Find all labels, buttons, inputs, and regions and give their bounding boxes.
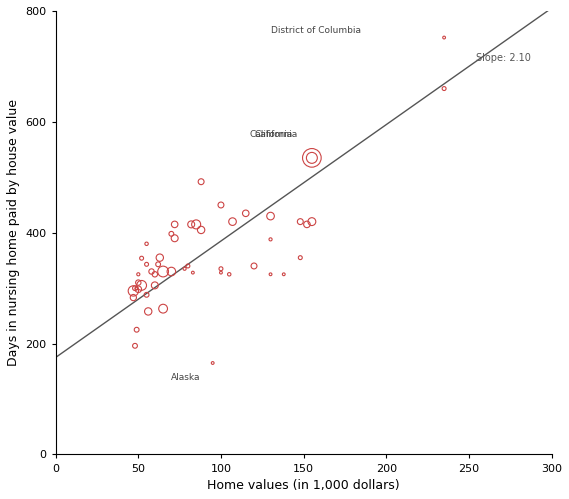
Point bbox=[155, 253, 164, 261]
Point bbox=[167, 230, 176, 238]
Point bbox=[216, 268, 225, 276]
Point bbox=[170, 221, 179, 229]
Point bbox=[137, 254, 146, 262]
Text: Slope: 2.10: Slope: 2.10 bbox=[476, 53, 530, 63]
Point bbox=[134, 278, 143, 286]
Point bbox=[143, 307, 152, 315]
Point bbox=[279, 270, 288, 278]
Point bbox=[150, 270, 159, 278]
Point bbox=[134, 270, 143, 278]
Point bbox=[307, 154, 316, 162]
Point bbox=[142, 260, 151, 268]
Point bbox=[196, 178, 205, 186]
Point bbox=[266, 212, 275, 220]
Point bbox=[307, 218, 316, 226]
Point bbox=[130, 284, 139, 292]
Point bbox=[129, 287, 138, 295]
Point bbox=[216, 265, 225, 273]
Point bbox=[167, 267, 176, 275]
Point bbox=[241, 209, 250, 217]
Point bbox=[440, 84, 449, 92]
Point bbox=[129, 293, 138, 301]
Point bbox=[296, 218, 305, 226]
Point bbox=[208, 359, 217, 367]
Point bbox=[132, 326, 141, 334]
Point bbox=[170, 234, 179, 242]
Point bbox=[440, 33, 449, 41]
X-axis label: Home values (in 1,000 dollars): Home values (in 1,000 dollars) bbox=[207, 479, 400, 492]
Point bbox=[216, 201, 225, 209]
Point bbox=[150, 281, 159, 289]
Y-axis label: Days in nursing home paid by house value: Days in nursing home paid by house value bbox=[7, 99, 20, 366]
Point bbox=[147, 267, 156, 275]
Point bbox=[183, 262, 192, 270]
Point bbox=[132, 284, 141, 292]
Point bbox=[296, 253, 305, 261]
Point bbox=[266, 270, 275, 278]
Point bbox=[187, 221, 196, 229]
Point bbox=[154, 260, 163, 268]
Point bbox=[159, 267, 168, 275]
Text: Alaska: Alaska bbox=[171, 373, 201, 382]
Point bbox=[302, 221, 311, 229]
Point bbox=[307, 154, 316, 162]
Point bbox=[196, 226, 205, 234]
Point bbox=[188, 268, 197, 276]
Point bbox=[134, 285, 143, 293]
Point bbox=[130, 342, 139, 350]
Text: District of Columbia: District of Columbia bbox=[270, 26, 361, 35]
Text: California: California bbox=[254, 130, 297, 139]
Point bbox=[228, 218, 237, 226]
Point bbox=[137, 281, 146, 289]
Point bbox=[142, 291, 151, 299]
Point bbox=[142, 240, 151, 248]
Point bbox=[159, 305, 168, 313]
Point bbox=[180, 265, 189, 273]
Text: California: California bbox=[249, 130, 292, 139]
Point bbox=[266, 236, 275, 244]
Point bbox=[225, 270, 234, 278]
Point bbox=[249, 262, 258, 270]
Point bbox=[192, 221, 201, 229]
